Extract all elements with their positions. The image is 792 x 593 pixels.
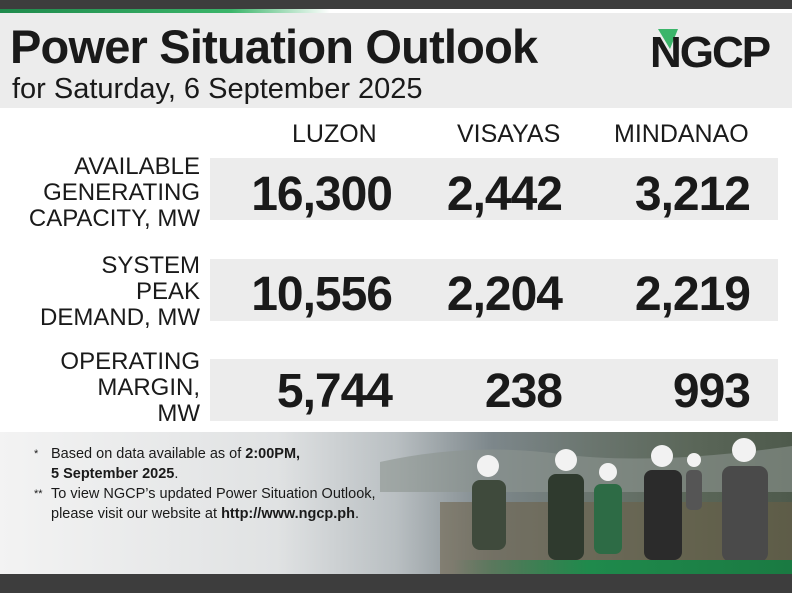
value-mindanao-capacity: 3,212 <box>634 168 751 221</box>
column-header-visayas: VISAYAS <box>457 120 561 148</box>
row-band-capacity <box>210 158 778 220</box>
row-label-capacity: AVAILABLE GENERATING CAPACITY, MW <box>28 153 200 232</box>
ngcp-logo: NGCP <box>650 28 772 71</box>
value-mindanao-margin: 993 <box>672 365 751 418</box>
footnote-website: ** To view NGCP’s updated Power Situatio… <box>34 486 376 522</box>
bottom-bar <box>0 574 792 593</box>
top-accent-stripe <box>0 9 330 13</box>
value-mindanao-demand: 2,219 <box>634 268 751 321</box>
row-band-margin <box>210 359 778 421</box>
header: Power Situation Outlook for Saturday, 6 … <box>0 13 792 108</box>
footnote-data-time: * Based on data available as of 2:00PM, … <box>34 446 301 482</box>
value-luzon-demand: 10,556 <box>251 268 393 321</box>
logo-text: NGCP <box>650 28 770 71</box>
column-header-luzon: LUZON <box>292 120 377 148</box>
crew-silhouettes <box>472 438 768 562</box>
row-band-demand <box>210 259 778 321</box>
row-label-demand: SYSTEM PEAK DEMAND, MW <box>40 252 200 331</box>
page-subtitle: for Saturday, 6 September 2025 <box>12 73 423 105</box>
column-header-mindanao: MINDANAO <box>614 120 749 148</box>
value-visayas-demand: 2,204 <box>446 268 563 321</box>
footnotes: * Based on data available as of 2:00PM, … <box>34 444 414 524</box>
website-link[interactable]: http://www.ngcp.ph <box>221 506 356 522</box>
value-luzon-margin: 5,744 <box>276 365 393 418</box>
value-visayas-capacity: 2,442 <box>446 168 563 221</box>
page-title: Power Situation Outlook <box>10 20 538 73</box>
value-luzon-capacity: 16,300 <box>251 168 393 221</box>
row-label-margin: OPERATING MARGIN, MW <box>60 348 200 427</box>
crew-photo <box>0 432 792 574</box>
top-bar <box>0 0 792 9</box>
bottom-accent-stripe <box>452 560 792 574</box>
value-visayas-margin: 238 <box>484 365 563 418</box>
